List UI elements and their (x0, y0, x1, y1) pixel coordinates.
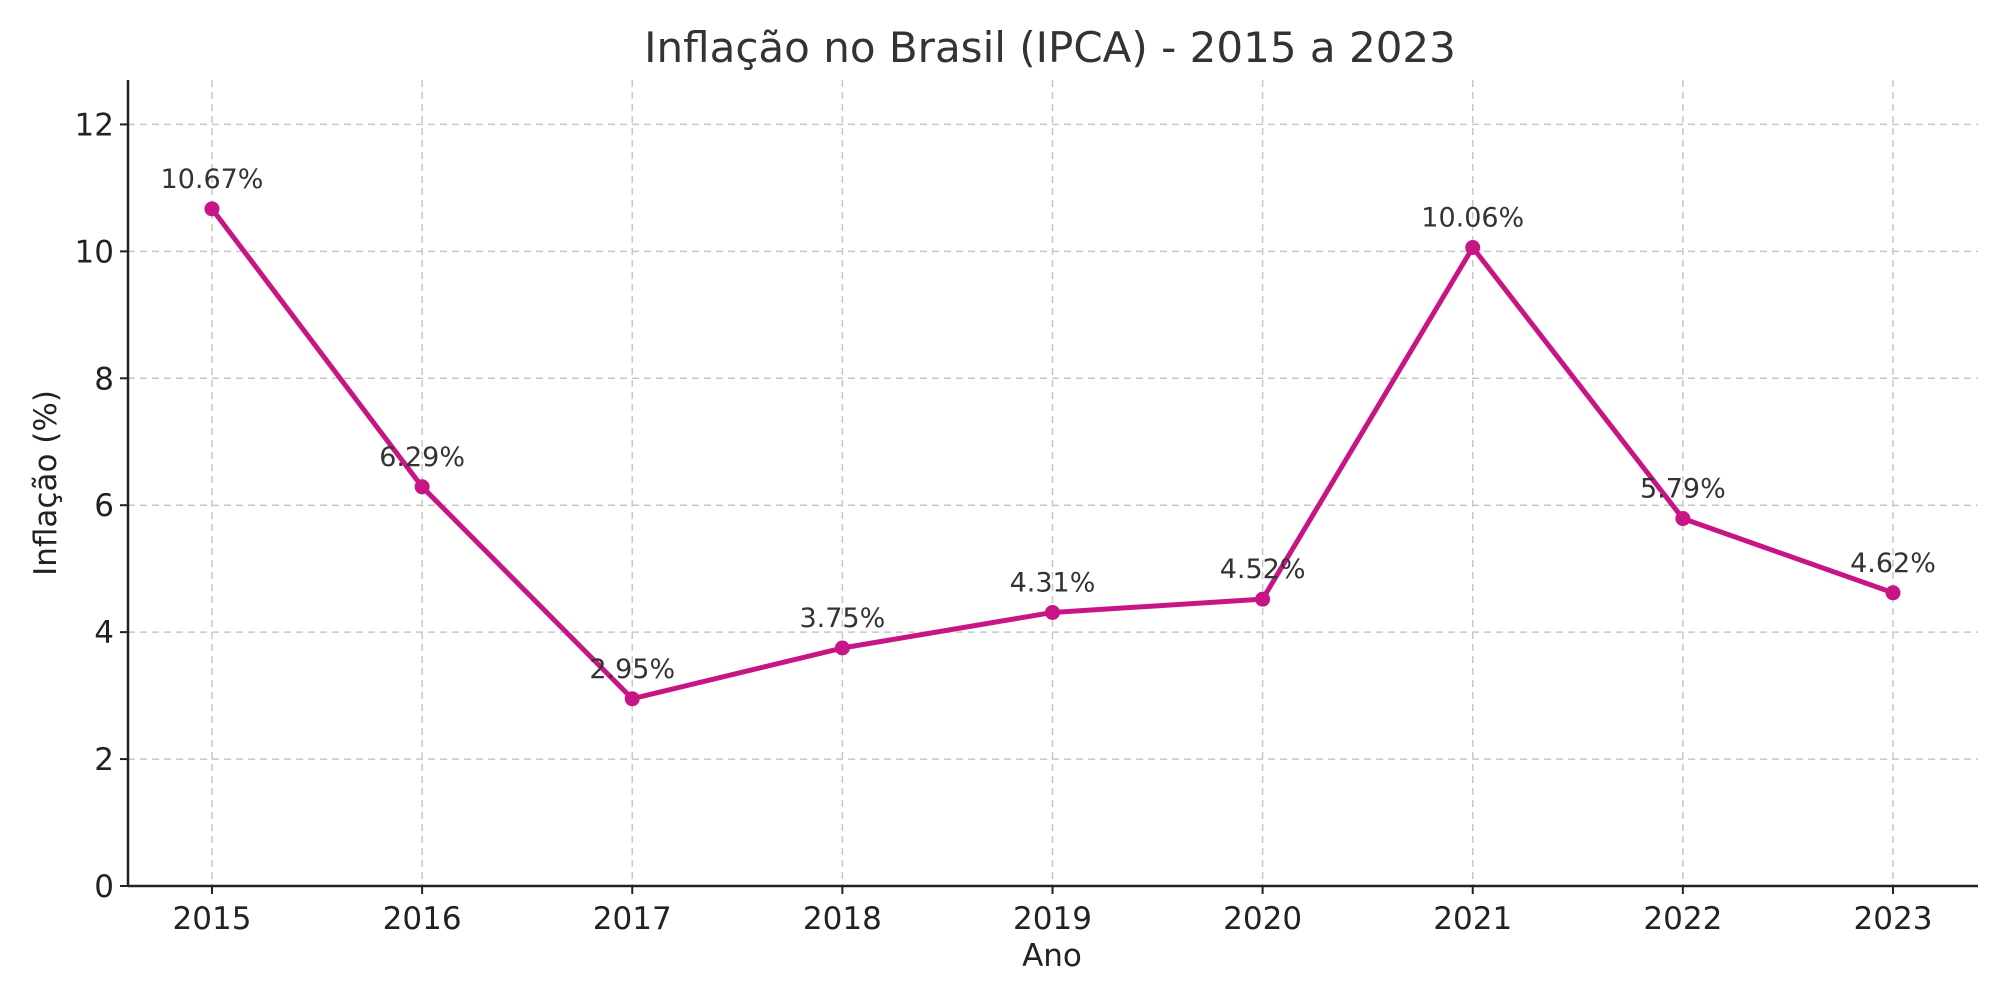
data-point (1045, 604, 1060, 620)
x-ticks: 2015 2016 2017 2018 2019 2020 2021 2022 2023 (173, 886, 1933, 937)
y-tick-label: 10 (75, 234, 114, 270)
x-tick-label: 2015 (173, 901, 252, 937)
x-tick-label: 2019 (1013, 901, 1092, 937)
data-point (1465, 240, 1481, 256)
x-tick-label: 2016 (383, 901, 462, 937)
data-label: 2.95% (589, 654, 675, 685)
data-label: 5.79% (1640, 474, 1726, 505)
data-labels: 10.67% 6.29% 2.95% 3.75% 4.31% 4.52% 10.06% 5.7… (161, 164, 1936, 685)
series (204, 201, 1901, 707)
data-label: 3.75% (799, 603, 885, 634)
data-point (204, 201, 220, 217)
y-tick-label: 4 (94, 615, 114, 651)
data-point (624, 691, 640, 707)
data-label: 4.52% (1220, 554, 1306, 585)
x-tick-label: 2023 (1854, 901, 1933, 937)
data-point (1885, 585, 1901, 601)
x-tick-label: 2021 (1433, 901, 1512, 937)
y-tick-label: 6 (94, 488, 114, 524)
data-point (1255, 591, 1271, 607)
x-tick-label: 2020 (1223, 901, 1302, 937)
y-tick-label: 2 (94, 742, 114, 778)
chart-title: Inflação no Brasil (IPCA) - 2015 a 2023 (644, 23, 1456, 72)
data-point (1675, 511, 1691, 527)
x-tick-label: 2018 (803, 901, 882, 937)
y-tick-label: 12 (75, 107, 114, 143)
x-axis-label: Ano (1022, 938, 1082, 974)
data-point (414, 479, 430, 495)
y-tick-label: 0 (94, 869, 114, 905)
data-label: 10.06% (1421, 203, 1524, 234)
data-label: 10.67% (161, 164, 264, 195)
y-ticks: 0 2 4 6 8 10 12 (75, 107, 128, 905)
data-label: 6.29% (379, 442, 465, 473)
data-point (834, 640, 850, 656)
data-label: 4.62% (1850, 548, 1936, 579)
x-tick-label: 2022 (1643, 901, 1722, 937)
data-label: 4.31% (1010, 567, 1096, 598)
y-axis-label: Inflação (%) (28, 390, 64, 576)
y-tick-label: 8 (94, 361, 114, 397)
x-tick-label: 2017 (593, 901, 672, 937)
